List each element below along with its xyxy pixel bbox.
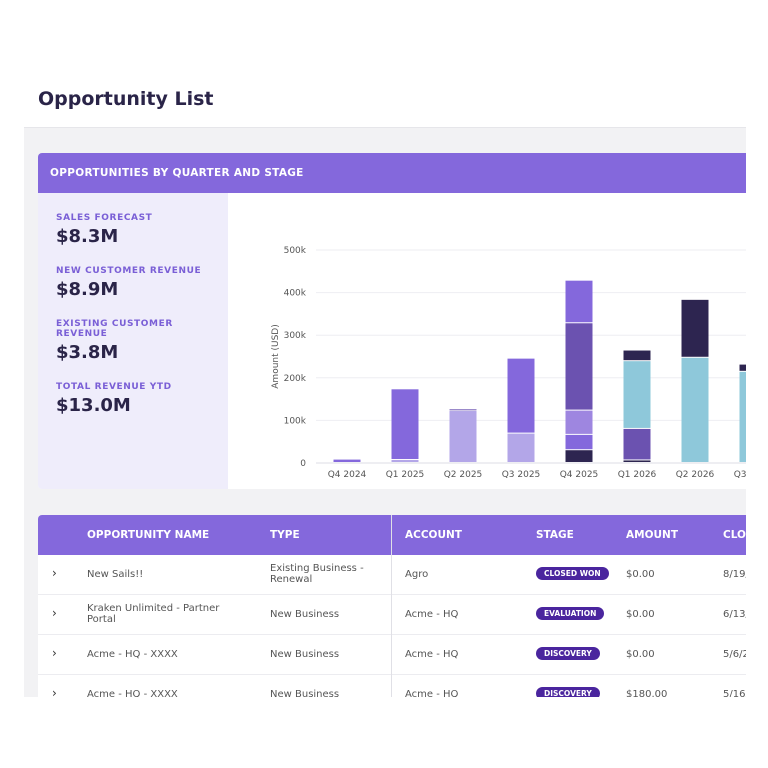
bar-segment <box>565 450 593 462</box>
bar-segment <box>623 460 651 462</box>
opportunity-name-link[interactable]: Kraken Unlimited - Partner Portal <box>87 603 220 625</box>
bar-segment <box>681 357 709 462</box>
x-tick-label: Q2 2026 <box>676 470 715 480</box>
opportunity-name-link[interactable]: New Sails!! <box>87 569 144 580</box>
amount-cell: $0.00 <box>626 649 655 660</box>
type-cell: New Business <box>270 689 340 697</box>
y-axis-label: Amount (USD) <box>271 324 281 388</box>
expand-chevron-icon[interactable]: › <box>52 646 57 660</box>
bar-segment <box>565 323 593 410</box>
page-title: Opportunity List <box>38 88 214 110</box>
stage-badge: DISCOVERY <box>536 687 600 697</box>
bar-segment <box>739 371 746 462</box>
x-tick-label: Q4 2024 <box>328 470 367 480</box>
bar-segment <box>391 389 419 460</box>
bar-segment <box>565 410 593 434</box>
bar-segment <box>507 358 535 433</box>
stage-badge: DISCOVERY <box>536 647 600 660</box>
kpi-new-customer-revenue: NEW CUSTOMER REVENUE $8.9M <box>56 266 210 300</box>
table-row[interactable]: › Acme - HQ - XXXX New Business Acme - H… <box>38 635 746 675</box>
kpi-existing-customer-revenue: EXISTING CUSTOMER REVENUE $3.8M <box>56 319 210 363</box>
bar-segment <box>623 361 651 428</box>
bar-segment <box>681 299 709 357</box>
amount-cell: $180.00 <box>626 689 668 697</box>
col-header-type[interactable]: TYPE <box>270 529 300 541</box>
bar-segment <box>391 460 419 462</box>
bar-segment <box>507 433 535 462</box>
x-tick-label: Q3 2026 <box>734 470 746 480</box>
opportunity-table: OPPORTUNITY NAME TYPE ACCOUNT STAGE AMOU… <box>38 515 746 697</box>
table-row[interactable]: › Acme - HQ - XXXX New Business Acme - H… <box>38 675 746 697</box>
type-cell: Existing Business - Renewal <box>270 563 364 585</box>
close-date-cell: 5/16/ <box>723 689 746 697</box>
table-header: OPPORTUNITY NAME TYPE ACCOUNT STAGE AMOU… <box>38 515 746 555</box>
kpi-value: $8.3M <box>56 226 119 247</box>
close-date-cell: 6/13/ <box>723 609 746 620</box>
bar-segment <box>623 428 651 460</box>
stage-badge: CLOSED WON <box>536 567 609 580</box>
col-header-stage[interactable]: STAGE <box>536 529 574 541</box>
stage-badge: EVALUATION <box>536 607 605 620</box>
col-header-close[interactable]: CLOSE <box>723 529 746 541</box>
card-title: OPPORTUNITIES BY QUARTER AND STAGE <box>38 153 746 193</box>
account-link[interactable]: Agro <box>405 569 429 580</box>
expand-chevron-icon[interactable]: › <box>52 686 57 697</box>
chart-card: OPPORTUNITIES BY QUARTER AND STAGE SALES… <box>38 153 746 489</box>
x-tick-label: Q1 2025 <box>386 470 425 480</box>
bar-segment <box>449 411 477 462</box>
amount-cell: $0.00 <box>626 609 655 620</box>
kpi-value: $13.0M <box>56 395 131 416</box>
kpi-value: $8.9M <box>56 279 119 300</box>
table-row[interactable]: › Kraken Unlimited - Partner Portal New … <box>38 595 746 635</box>
x-tick-label: Q1 2026 <box>618 470 657 480</box>
account-link[interactable]: Acme - HQ <box>405 609 459 620</box>
type-cell: New Business <box>270 649 340 660</box>
kpi-label: EXISTING CUSTOMER REVENUE <box>56 319 173 339</box>
page-header: Opportunity List <box>24 76 746 128</box>
x-tick-label: Q3 2025 <box>502 470 541 480</box>
expand-chevron-icon[interactable]: › <box>52 566 57 580</box>
amount-cell: $0.00 <box>626 569 655 580</box>
kpi-value: $3.8M <box>56 342 119 363</box>
opportunity-name-link[interactable]: Acme - HQ - XXXX <box>87 689 178 697</box>
account-link[interactable]: Acme - HQ <box>405 689 459 697</box>
opportunity-name-link[interactable]: Acme - HQ - XXXX <box>87 649 178 660</box>
col-header-account[interactable]: ACCOUNT <box>405 529 462 541</box>
bar-segment <box>623 350 651 361</box>
table-row[interactable]: › New Sails!! Existing Business - Renewa… <box>38 555 746 595</box>
stacked-bar-chart: 0 100k 200k 300k 400k 500k Amount (USD) Q4 2024… <box>271 246 746 480</box>
y-tick-label: 100k <box>284 416 307 426</box>
y-tick-label: 300k <box>284 331 307 341</box>
x-tick-label: Q4 2025 <box>560 470 599 480</box>
account-link[interactable]: Acme - HQ <box>405 649 459 660</box>
bar-segment <box>565 434 593 450</box>
app: Opportunity List OPPORTUNITIES BY QUARTE… <box>24 76 746 697</box>
col-header-name[interactable]: OPPORTUNITY NAME <box>87 529 210 541</box>
expand-chevron-icon[interactable]: › <box>52 606 57 620</box>
close-date-cell: 5/6/2 <box>723 649 746 660</box>
column-divider <box>391 515 392 697</box>
kpi-sales-forecast: SALES FORECAST $8.3M <box>56 213 210 247</box>
kpi-panel: SALES FORECAST $8.3M NEW CUSTOMER REVENUE… <box>38 193 228 489</box>
col-header-amount[interactable]: AMOUNT <box>626 529 678 541</box>
bar-segment <box>333 459 361 462</box>
type-cell: New Business <box>270 609 340 620</box>
kpi-label: SALES FORECAST <box>56 213 153 223</box>
y-tick-label: 500k <box>284 246 307 256</box>
y-tick-label: 0 <box>300 459 306 469</box>
kpi-total-revenue-ytd: TOTAL REVENUE YTD $13.0M <box>56 382 210 416</box>
kpi-label: NEW CUSTOMER REVENUE <box>56 266 202 276</box>
y-tick-label: 400k <box>284 289 307 299</box>
bar-segment <box>739 364 746 371</box>
kpi-label: TOTAL REVENUE YTD <box>56 382 172 392</box>
bar-segment <box>449 409 477 411</box>
bar-segment <box>565 280 593 323</box>
y-tick-label: 200k <box>284 374 307 384</box>
x-tick-label: Q2 2025 <box>444 470 483 480</box>
close-date-cell: 8/19/ <box>723 569 746 580</box>
